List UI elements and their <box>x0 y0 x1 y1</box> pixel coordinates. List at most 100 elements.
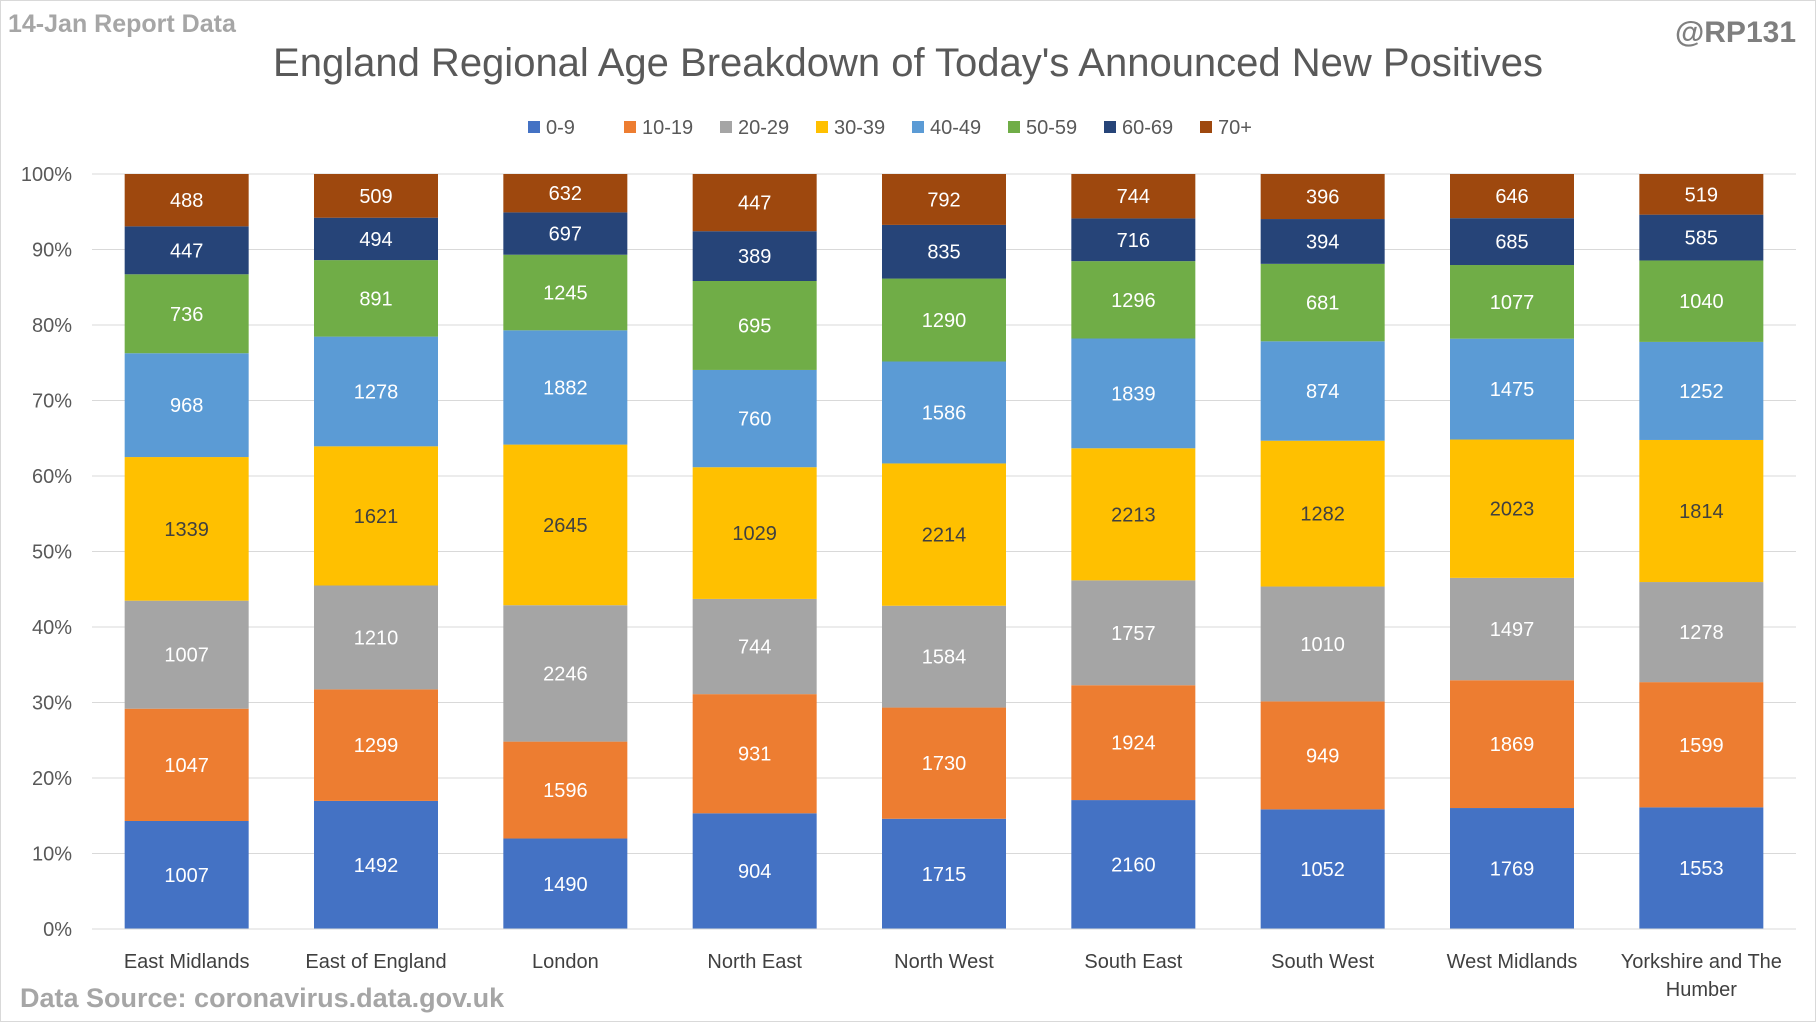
y-axis: 0% 10% 20% 30% 40% 50% 60% 70% 80% 90% 100% <box>21 164 72 941</box>
bar-segment <box>1071 261 1196 339</box>
data-label: 792 <box>927 189 960 211</box>
bar-segment <box>314 585 438 690</box>
data-label: 760 <box>738 409 771 431</box>
bar-segment <box>692 813 817 929</box>
x-category-label: South West <box>1271 951 1374 973</box>
data-label: 1814 <box>1679 501 1724 523</box>
x-category-label: North East <box>707 951 802 973</box>
bar-segment <box>124 174 249 227</box>
bar-segment <box>882 224 1006 279</box>
bar-segment <box>1260 701 1385 810</box>
data-label: 1596 <box>543 780 588 802</box>
bar-segment <box>1639 214 1764 261</box>
bar-segment <box>1450 218 1574 266</box>
bar-segment <box>882 278 1006 362</box>
data-label: 1869 <box>1490 734 1535 756</box>
data-label: 2160 <box>1111 855 1156 877</box>
bar-segment <box>1260 341 1385 441</box>
bar-segment <box>692 694 817 814</box>
data-label: 2246 <box>543 663 588 685</box>
data-label: 1040 <box>1679 291 1724 313</box>
y-tick-label: 20% <box>32 768 72 790</box>
y-tick-label: 0% <box>43 919 72 941</box>
bar-segment <box>1639 582 1764 683</box>
bar-segment <box>124 600 249 709</box>
data-label: 1839 <box>1111 383 1156 405</box>
data-label: 681 <box>1306 293 1339 315</box>
bar-segment <box>124 353 249 458</box>
data-label: 447 <box>738 193 771 215</box>
x-category-label: East Midlands <box>124 951 250 973</box>
data-label: 716 <box>1117 230 1150 252</box>
legend-label: 10-19 <box>642 117 693 139</box>
data-label: 1715 <box>922 864 967 886</box>
data-label: 949 <box>1306 745 1339 767</box>
bar-segment <box>1639 260 1764 342</box>
bar-segment <box>692 231 817 281</box>
y-tick-label: 70% <box>32 391 72 413</box>
data-label: 1586 <box>922 402 967 424</box>
y-tick-label: 90% <box>32 240 72 262</box>
bar-segment <box>1450 808 1574 929</box>
report-date-label: 14-Jan Report Data <box>8 10 236 38</box>
bar-segment <box>1260 440 1385 587</box>
data-label: 1769 <box>1490 859 1535 881</box>
bar-segment <box>882 707 1006 819</box>
data-label: 519 <box>1685 184 1718 206</box>
legend-swatch <box>912 121 924 133</box>
y-tick-label: 40% <box>32 617 72 639</box>
bar-segment <box>503 330 628 445</box>
bar-segment <box>882 463 1006 606</box>
data-label: 1621 <box>354 506 399 528</box>
data-label: 1010 <box>1300 634 1345 656</box>
legend-label: 60-69 <box>1122 117 1173 139</box>
y-tick-label: 30% <box>32 693 72 715</box>
data-label: 1278 <box>1679 622 1724 644</box>
data-label: 736 <box>170 304 203 326</box>
bar-segment <box>314 800 438 929</box>
data-label: 1007 <box>164 865 209 887</box>
bar-segment <box>314 260 438 337</box>
data-label: 1882 <box>543 377 588 399</box>
legend-swatch <box>1200 121 1212 133</box>
data-label: 389 <box>738 246 771 268</box>
data-label: 2214 <box>922 525 967 547</box>
legend-swatch <box>1104 121 1116 133</box>
bar-segment <box>503 444 628 606</box>
data-label: 488 <box>170 190 203 212</box>
data-label: 1475 <box>1490 379 1535 401</box>
bar-segment <box>314 336 438 447</box>
bar-segment <box>1450 577 1574 681</box>
bar-segment <box>124 274 249 354</box>
data-label: 1252 <box>1679 381 1724 403</box>
x-axis: East Midlands East of England London North … <box>92 928 1796 1001</box>
x-category-label: North West <box>894 951 994 973</box>
y-tick-label: 80% <box>32 315 72 337</box>
bar-segment <box>1450 265 1574 339</box>
bar-segment <box>1260 586 1385 702</box>
bar-segment <box>1071 174 1196 219</box>
bar-segment <box>692 369 817 468</box>
bar-segment <box>503 254 628 331</box>
bar-segment <box>1260 174 1385 220</box>
legend-label: 20-29 <box>738 117 789 139</box>
data-label: 1278 <box>354 381 399 403</box>
data-label: 891 <box>359 288 392 310</box>
bar-segment <box>882 605 1006 708</box>
data-label: 1047 <box>164 755 209 777</box>
data-label: 695 <box>738 315 771 337</box>
data-label: 1730 <box>922 753 967 775</box>
legend-swatch <box>720 121 732 133</box>
bar-segment <box>1260 263 1385 342</box>
bar-segment <box>314 446 438 586</box>
x-category-label: South East <box>1084 951 1182 973</box>
bar-segment <box>1639 341 1764 440</box>
data-label: 1282 <box>1300 504 1345 526</box>
data-label: 1584 <box>922 647 967 669</box>
data-label: 1290 <box>922 310 967 332</box>
bar-segment <box>692 598 817 695</box>
bar-segment <box>503 741 628 839</box>
data-source-label: Data Source: coronavirus.data.gov.uk <box>20 983 505 1013</box>
data-label: 494 <box>359 229 392 251</box>
bar-segment <box>692 174 817 232</box>
